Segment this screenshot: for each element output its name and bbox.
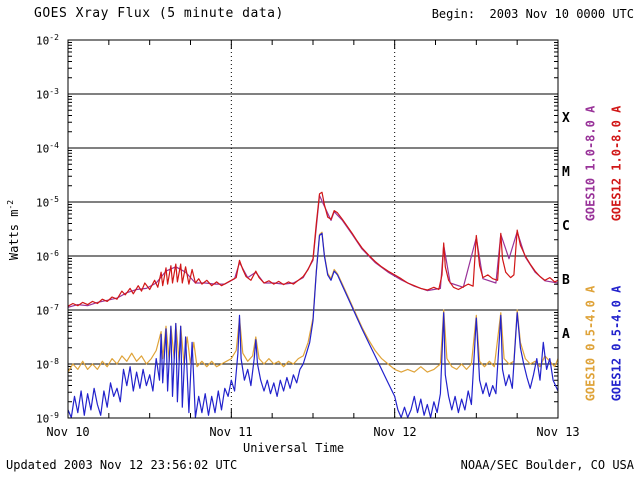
y-tick-label: 10-5 xyxy=(36,195,59,210)
y-tick-label: 10-4 xyxy=(36,141,59,156)
y-tick-label: 10-3 xyxy=(36,87,59,102)
series-goes12-short xyxy=(67,232,559,419)
y-tick-label: 10-6 xyxy=(36,249,59,264)
series-goes10-short xyxy=(67,231,559,373)
flare-class-x: X xyxy=(562,111,570,126)
updated-timestamp: Updated 2003 Nov 12 23:56:02 UTC xyxy=(6,458,238,472)
legend-goes10-short: GOES10 0.5-4.0 A xyxy=(583,285,598,402)
begin-timestamp: Begin: 2003 Nov 10 0000 UTC xyxy=(431,7,634,21)
legend-goes10-long: GOES10 1.0-8.0 A xyxy=(583,105,598,222)
flare-class-a: A xyxy=(562,327,570,342)
flare-class-b: B xyxy=(562,273,570,288)
x-tick-nov11: Nov 11 xyxy=(209,425,253,439)
series-goes12-long xyxy=(67,191,559,307)
x-tick-nov10: Nov 10 xyxy=(46,425,90,439)
x-tick-nov13: Nov 13 xyxy=(536,425,580,439)
legend-goes12-long: GOES12 1.0-8.0 A xyxy=(609,105,624,222)
plot-border xyxy=(67,39,559,419)
x-tick-nov12: Nov 12 xyxy=(373,425,417,439)
flare-class-m: M xyxy=(562,165,570,180)
y-tick-label: 10-2 xyxy=(36,33,59,48)
legend-goes12-short: GOES12 0.5-4.0 A xyxy=(609,285,624,402)
y-tick-label: 10-7 xyxy=(36,303,59,318)
flare-class-c: C xyxy=(562,219,570,234)
y-tick-label: 10-9 xyxy=(36,411,59,426)
credit-text: NOAA/SEC Boulder, CO USA xyxy=(460,458,634,472)
y-tick-label: 10-8 xyxy=(36,357,59,372)
x-axis-label: Universal Time xyxy=(243,441,345,455)
page-title: GOES Xray Flux (5 minute data) xyxy=(34,6,284,21)
y-axis-label: Watts m-2 xyxy=(6,199,21,261)
